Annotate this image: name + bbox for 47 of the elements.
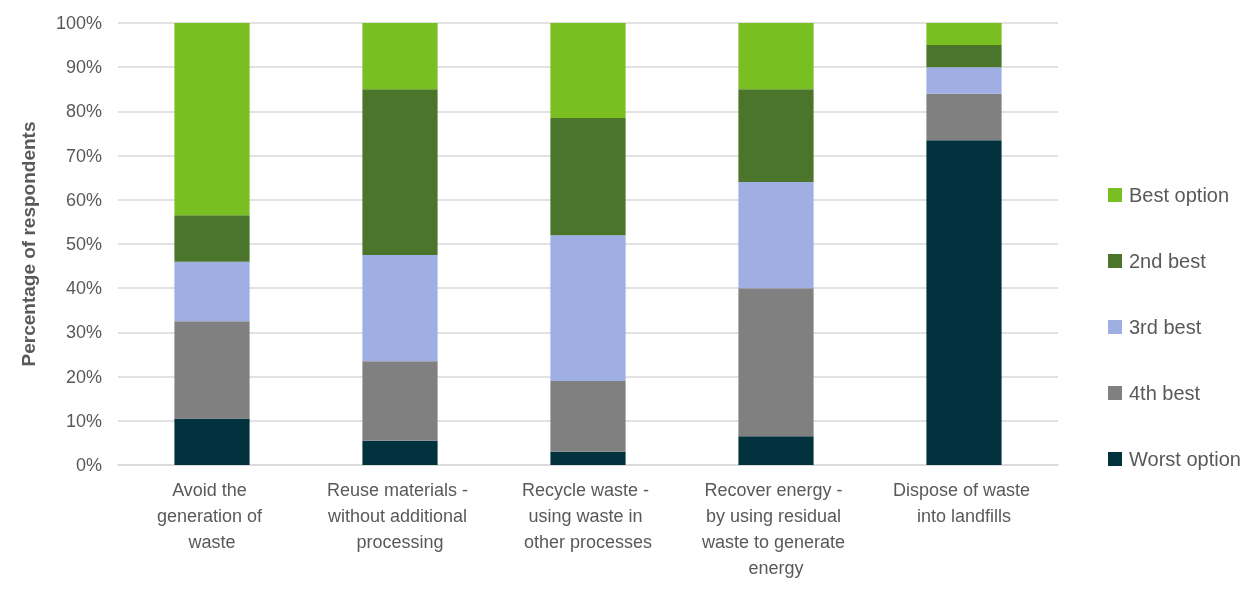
bar (738, 436, 814, 465)
y-tick-label: 10% (65, 410, 102, 431)
bar (550, 451, 626, 465)
x-tick-label: Recover energy - by using residual waste to generate energy (700, 480, 851, 578)
bar (362, 361, 438, 441)
legend-label: Worst option (1129, 448, 1241, 470)
y-tick-label: 80% (65, 101, 102, 122)
bar (174, 215, 250, 262)
bar (738, 89, 814, 183)
x-tick-label: Avoid the generation of waste (156, 480, 268, 552)
x-tick-label: Dispose of waste into landfills (892, 480, 1036, 526)
bar (926, 67, 1002, 94)
bar (174, 418, 250, 465)
y-tick-label: 100% (55, 13, 102, 33)
legend-label: Best option (1129, 184, 1230, 206)
bar (926, 93, 1002, 141)
bar (926, 140, 1002, 465)
y-tick-label: 60% (65, 189, 102, 210)
bar (550, 235, 626, 382)
bar (926, 45, 1002, 68)
bar (550, 118, 626, 236)
bar (362, 89, 438, 256)
bar (738, 23, 814, 90)
bar (550, 23, 626, 119)
y-tick-label: 50% (65, 234, 102, 254)
x-tick-label: Recycle waste - using waste in other processes (521, 480, 655, 552)
bar (738, 182, 814, 289)
y-tick-label: 20% (65, 366, 102, 387)
y-tick-label: 30% (65, 322, 102, 343)
bar (362, 440, 438, 465)
legend-label: 2nd best (1129, 250, 1207, 272)
y-tick-label: 0% (75, 455, 102, 475)
bar (174, 321, 250, 419)
y-tick-label: 70% (65, 145, 102, 166)
bar (174, 23, 250, 216)
bar (362, 23, 438, 90)
x-tick-label: Reuse materials - without additional processing (326, 480, 474, 552)
bar (174, 261, 250, 322)
y-axis-title: Percentage of respondents (18, 121, 39, 367)
legend-label: 3rd best (1129, 316, 1202, 338)
bar (550, 381, 626, 452)
bar (738, 288, 814, 437)
legend-label: 4th best (1129, 382, 1201, 404)
y-tick-label: 40% (65, 278, 102, 299)
bar (362, 255, 438, 362)
bar (926, 23, 1002, 46)
y-tick-label: 90% (65, 57, 102, 78)
